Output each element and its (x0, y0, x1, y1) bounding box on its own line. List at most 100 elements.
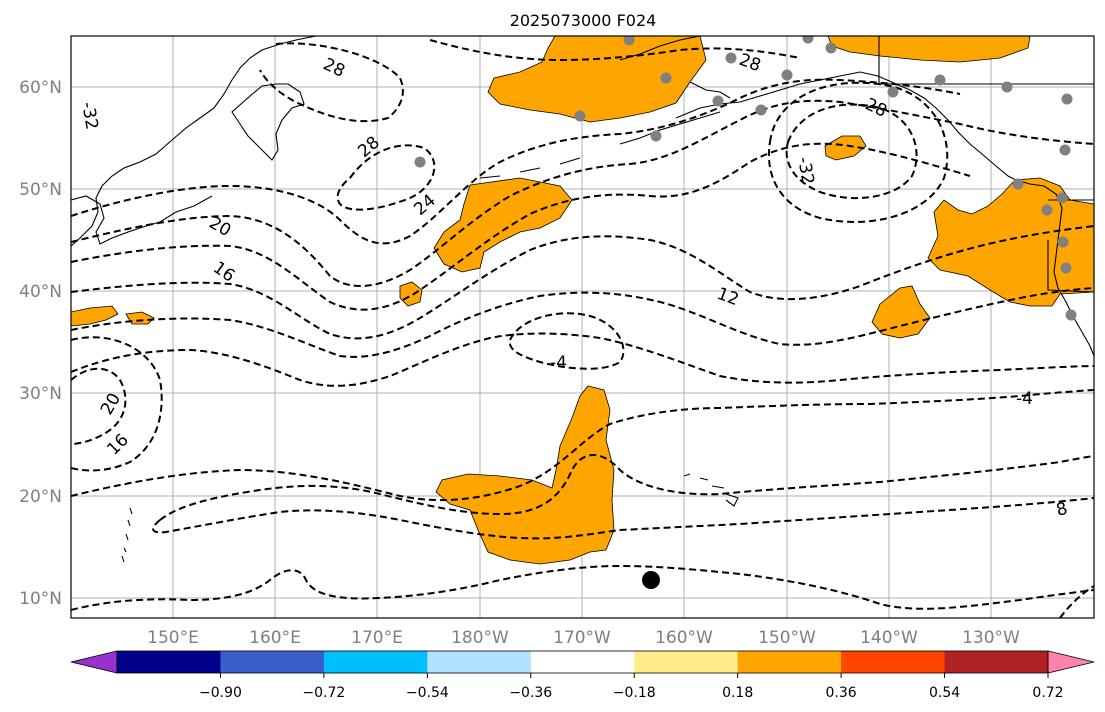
shade-aleutian-west (433, 177, 573, 273)
shade-west-strip (71, 305, 119, 327)
colorbar-tick-label: −0.54 (406, 685, 449, 701)
colorbar-segments (70, 650, 1095, 674)
contour-west-low-2 (71, 336, 163, 472)
colorbar-segment (220, 651, 325, 673)
longitude-labels: 150°E 160°E 170°E 180°W 170°W 160°W 150°… (147, 628, 1020, 648)
coast-hawaii (683, 473, 739, 507)
lat-label: 30°N (19, 384, 62, 404)
colorbar-extend-low (70, 650, 118, 674)
colorbar-segment (117, 651, 221, 673)
contour-28-north (429, 39, 801, 62)
station-marker (934, 74, 946, 86)
colorbar-tick-label: 0.36 (826, 685, 857, 701)
lon-label: 180°W (451, 628, 509, 648)
colorbar-tick-label: −0.18 (613, 685, 656, 701)
shade-west-strip-2 (125, 311, 155, 325)
map-title: 2025073000 F024 (510, 11, 657, 30)
station-marker (1056, 192, 1068, 204)
contour-arc-nw (259, 42, 404, 123)
lat-label: 20°N (19, 487, 62, 507)
station-marker (1041, 204, 1053, 216)
contour-16 (71, 142, 971, 311)
contour-8-south-loop (152, 497, 1094, 540)
shade-ne-pacific-south (871, 285, 931, 339)
shade-small-spot (399, 281, 423, 307)
contour-low-rings (785, 103, 918, 200)
station-marker (725, 52, 737, 64)
station-marker (660, 72, 672, 84)
station-marker (781, 69, 793, 81)
station-marker (574, 110, 586, 122)
contour-4-mid (71, 389, 1094, 502)
contour-west-low-1 (71, 367, 127, 445)
colorbar-tick-label: −0.36 (509, 685, 552, 701)
colorbar-segment (427, 651, 532, 673)
contour-label: -32 (77, 100, 102, 131)
shade-bering (487, 36, 707, 123)
contour-4-top (71, 332, 1094, 387)
contour-label: -32 (793, 155, 818, 186)
lat-label: 50°N (19, 180, 62, 200)
station-marker (802, 36, 814, 44)
contour-label: 8 (1054, 499, 1070, 521)
colorbar-tick-label: −0.72 (302, 685, 345, 701)
station-marker (623, 36, 635, 46)
coast-kamchatka (71, 36, 317, 247)
lon-label: 170°W (553, 628, 611, 648)
colorbar-segment (323, 651, 428, 673)
lat-label: 10°N (19, 589, 62, 609)
map-area: -32 28 28 28 28 24 20 16 -32 20 16 12 -4… (71, 36, 1094, 618)
contour-label: -4 (550, 353, 567, 373)
contours (71, 39, 1094, 618)
colorbar-tick-label: 0.18 (722, 685, 753, 701)
coast-kamchatka-peninsula (231, 83, 305, 161)
contour-8 (71, 287, 1094, 358)
colorbar-extend-high (1047, 650, 1095, 674)
map-frame (70, 35, 1095, 619)
station-marker (1012, 178, 1024, 190)
station-marker (1057, 236, 1069, 248)
black-marker (642, 571, 660, 589)
station-marker (414, 156, 426, 168)
contour-8-south (159, 454, 1094, 521)
shade-subtropical (435, 385, 615, 565)
contour-low-rings-2 (768, 81, 949, 223)
colorbar-segment (841, 651, 946, 673)
colorbar-tick-label: 0.72 (1032, 685, 1063, 701)
station-marker (1061, 93, 1073, 105)
coast-kurils (121, 507, 133, 563)
lon-label: 150°E (147, 628, 199, 648)
contour-12 (71, 225, 1094, 340)
lat-label: 40°N (19, 282, 62, 302)
contour-label: -4 (1016, 389, 1033, 409)
lon-label: 140°W (860, 628, 918, 648)
station-marker (650, 130, 662, 142)
lon-label: 170°E (351, 628, 403, 648)
coast-asia-inner (71, 195, 213, 245)
contour-neg4-ring (508, 312, 625, 370)
contour-24 (71, 78, 961, 245)
colorbar-tick-label: −0.90 (199, 685, 242, 701)
colorbar-ticks: −0.90 −0.72 −0.54 −0.36 −0.18 0.18 0.36 0.54 0.7… (199, 673, 1064, 701)
station-markers (414, 36, 1077, 321)
lon-label: 130°W (962, 628, 1020, 648)
coast-aleutians (479, 111, 721, 179)
station-marker (1065, 309, 1077, 321)
latitude-labels: 60°N 50°N 40°N 30°N 20°N 10°N (19, 78, 62, 609)
colorbar-segment (944, 651, 1049, 673)
colorbar-segment (634, 651, 739, 673)
station-marker (825, 42, 837, 54)
lat-label: 60°N (19, 78, 62, 98)
colorbar-segment (737, 651, 842, 673)
colorbar-outline (116, 650, 1049, 674)
station-marker (755, 104, 767, 116)
station-marker (1059, 144, 1071, 156)
shaded-regions (71, 36, 1094, 565)
shade-central-ne-pacific (824, 135, 867, 161)
contour-28-ring (336, 144, 436, 211)
station-marker (1001, 81, 1013, 93)
colorbar: −0.90 −0.72 −0.54 −0.36 −0.18 0.18 0.36 0.54 0.7… (70, 650, 1095, 701)
station-marker (712, 95, 724, 107)
contour-se-corner (1059, 585, 1094, 618)
